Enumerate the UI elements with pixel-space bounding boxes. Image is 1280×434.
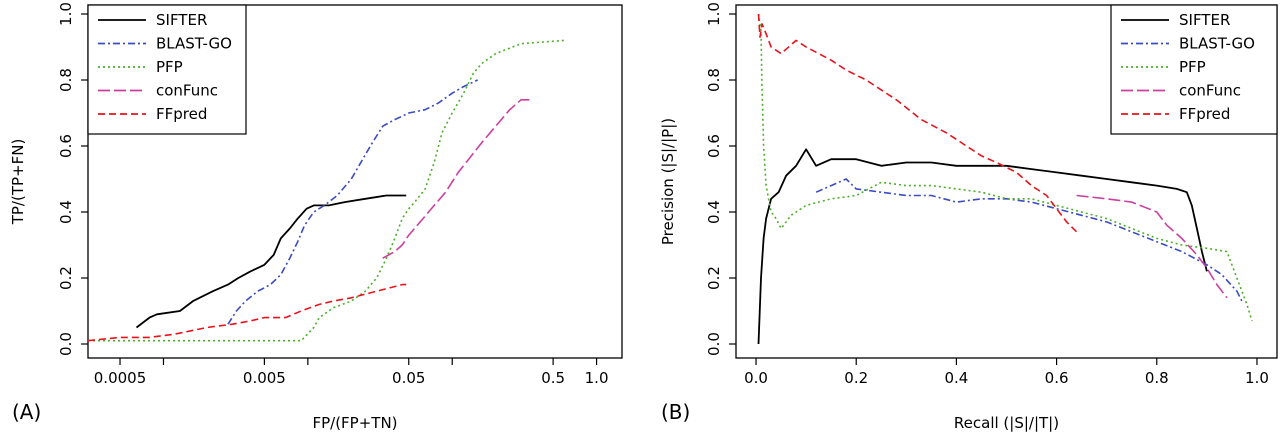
y-tick-label: 0.4 bbox=[57, 200, 75, 224]
series-line-confunc bbox=[1076, 194, 1228, 299]
x-tick-label: 0.4 bbox=[944, 369, 968, 387]
legend-label: conFunc bbox=[156, 82, 218, 100]
series-line-blast-go bbox=[815, 178, 1243, 302]
x-tick-label: 0.05 bbox=[392, 369, 425, 387]
legend-box bbox=[1110, 4, 1278, 135]
y-tick-label: 0.6 bbox=[705, 134, 723, 158]
legend-label: PFP bbox=[156, 58, 183, 76]
x-tick-label: 0.5 bbox=[541, 369, 565, 387]
series-line-blast-go bbox=[227, 79, 478, 325]
panel-label: (B) bbox=[661, 400, 690, 424]
legend-box bbox=[87, 4, 247, 135]
series-line-pfp bbox=[88, 39, 565, 342]
series-line-pfp bbox=[757, 13, 1253, 322]
y-tick-label: 1.0 bbox=[57, 2, 75, 26]
x-axis-label: Recall (|S|/|T|) bbox=[954, 414, 1059, 432]
series-line-ffpred bbox=[757, 13, 1078, 233]
legend-label: BLAST-GO bbox=[156, 35, 232, 53]
y-tick-label: 0.2 bbox=[57, 266, 75, 290]
legend-label: SIFTER bbox=[156, 11, 207, 29]
series-line-confunc bbox=[382, 99, 531, 259]
legend-label: SIFTER bbox=[1179, 11, 1230, 29]
x-tick-label: 0.6 bbox=[1045, 369, 1069, 387]
y-tick-label: 0.0 bbox=[705, 332, 723, 356]
x-tick-label: 0.2 bbox=[844, 369, 868, 387]
legend-label: conFunc bbox=[1179, 82, 1241, 100]
panel-label: (A) bbox=[12, 400, 41, 424]
legend-label: PFP bbox=[1179, 58, 1206, 76]
y-tick-label: 0.6 bbox=[57, 134, 75, 158]
y-tick-label: 0.4 bbox=[705, 200, 723, 224]
x-tick-label: 0.005 bbox=[243, 369, 286, 387]
x-tick-label: 0.0 bbox=[744, 369, 768, 387]
series-line-ffpred bbox=[87, 283, 407, 342]
series-line-sifter bbox=[757, 148, 1208, 345]
y-axis-label: Precision (|S|/|P|) bbox=[659, 118, 677, 245]
series-line-sifter bbox=[135, 194, 407, 329]
legend: SIFTER BLAST-GO PFP conFunc FFpred bbox=[87, 4, 247, 135]
y-tick-label: 1.0 bbox=[705, 2, 723, 26]
x-tick-label: 1.0 bbox=[1245, 369, 1269, 387]
y-tick-label: 0.0 bbox=[57, 332, 75, 356]
y-tick-label: 0.8 bbox=[705, 68, 723, 92]
y-tick-label: 0.2 bbox=[705, 266, 723, 290]
x-axis-label: FP/(FP+TN) bbox=[312, 414, 397, 432]
legend-label: BLAST-GO bbox=[1179, 35, 1255, 53]
legend-label: FFpred bbox=[1179, 105, 1230, 123]
legend-label: FFpred bbox=[156, 105, 207, 123]
plot-frame bbox=[87, 4, 623, 359]
y-tick-label: 0.8 bbox=[57, 68, 75, 92]
y-axis-label: TP/(TP+FN) bbox=[9, 139, 27, 226]
x-tick-label: 1.0 bbox=[585, 369, 609, 387]
legend: SIFTER BLAST-GO PFP conFunc FFpred bbox=[1110, 4, 1278, 135]
x-tick-label: 0.0005 bbox=[94, 369, 147, 387]
plot-frame bbox=[735, 4, 1278, 359]
chart-panel-a: 0.0 0.2 0.4 0.6 0.8 1.0 0.0005 0.005 0.05 0.5 1.0 F… bbox=[9, 2, 623, 432]
chart-panel-b: 0.0 0.2 0.4 0.6 0.8 1.0 0.0 0.2 0.4 0.6 0.8 1.0 Reca… bbox=[659, 2, 1278, 432]
x-tick-label: 0.8 bbox=[1145, 369, 1169, 387]
